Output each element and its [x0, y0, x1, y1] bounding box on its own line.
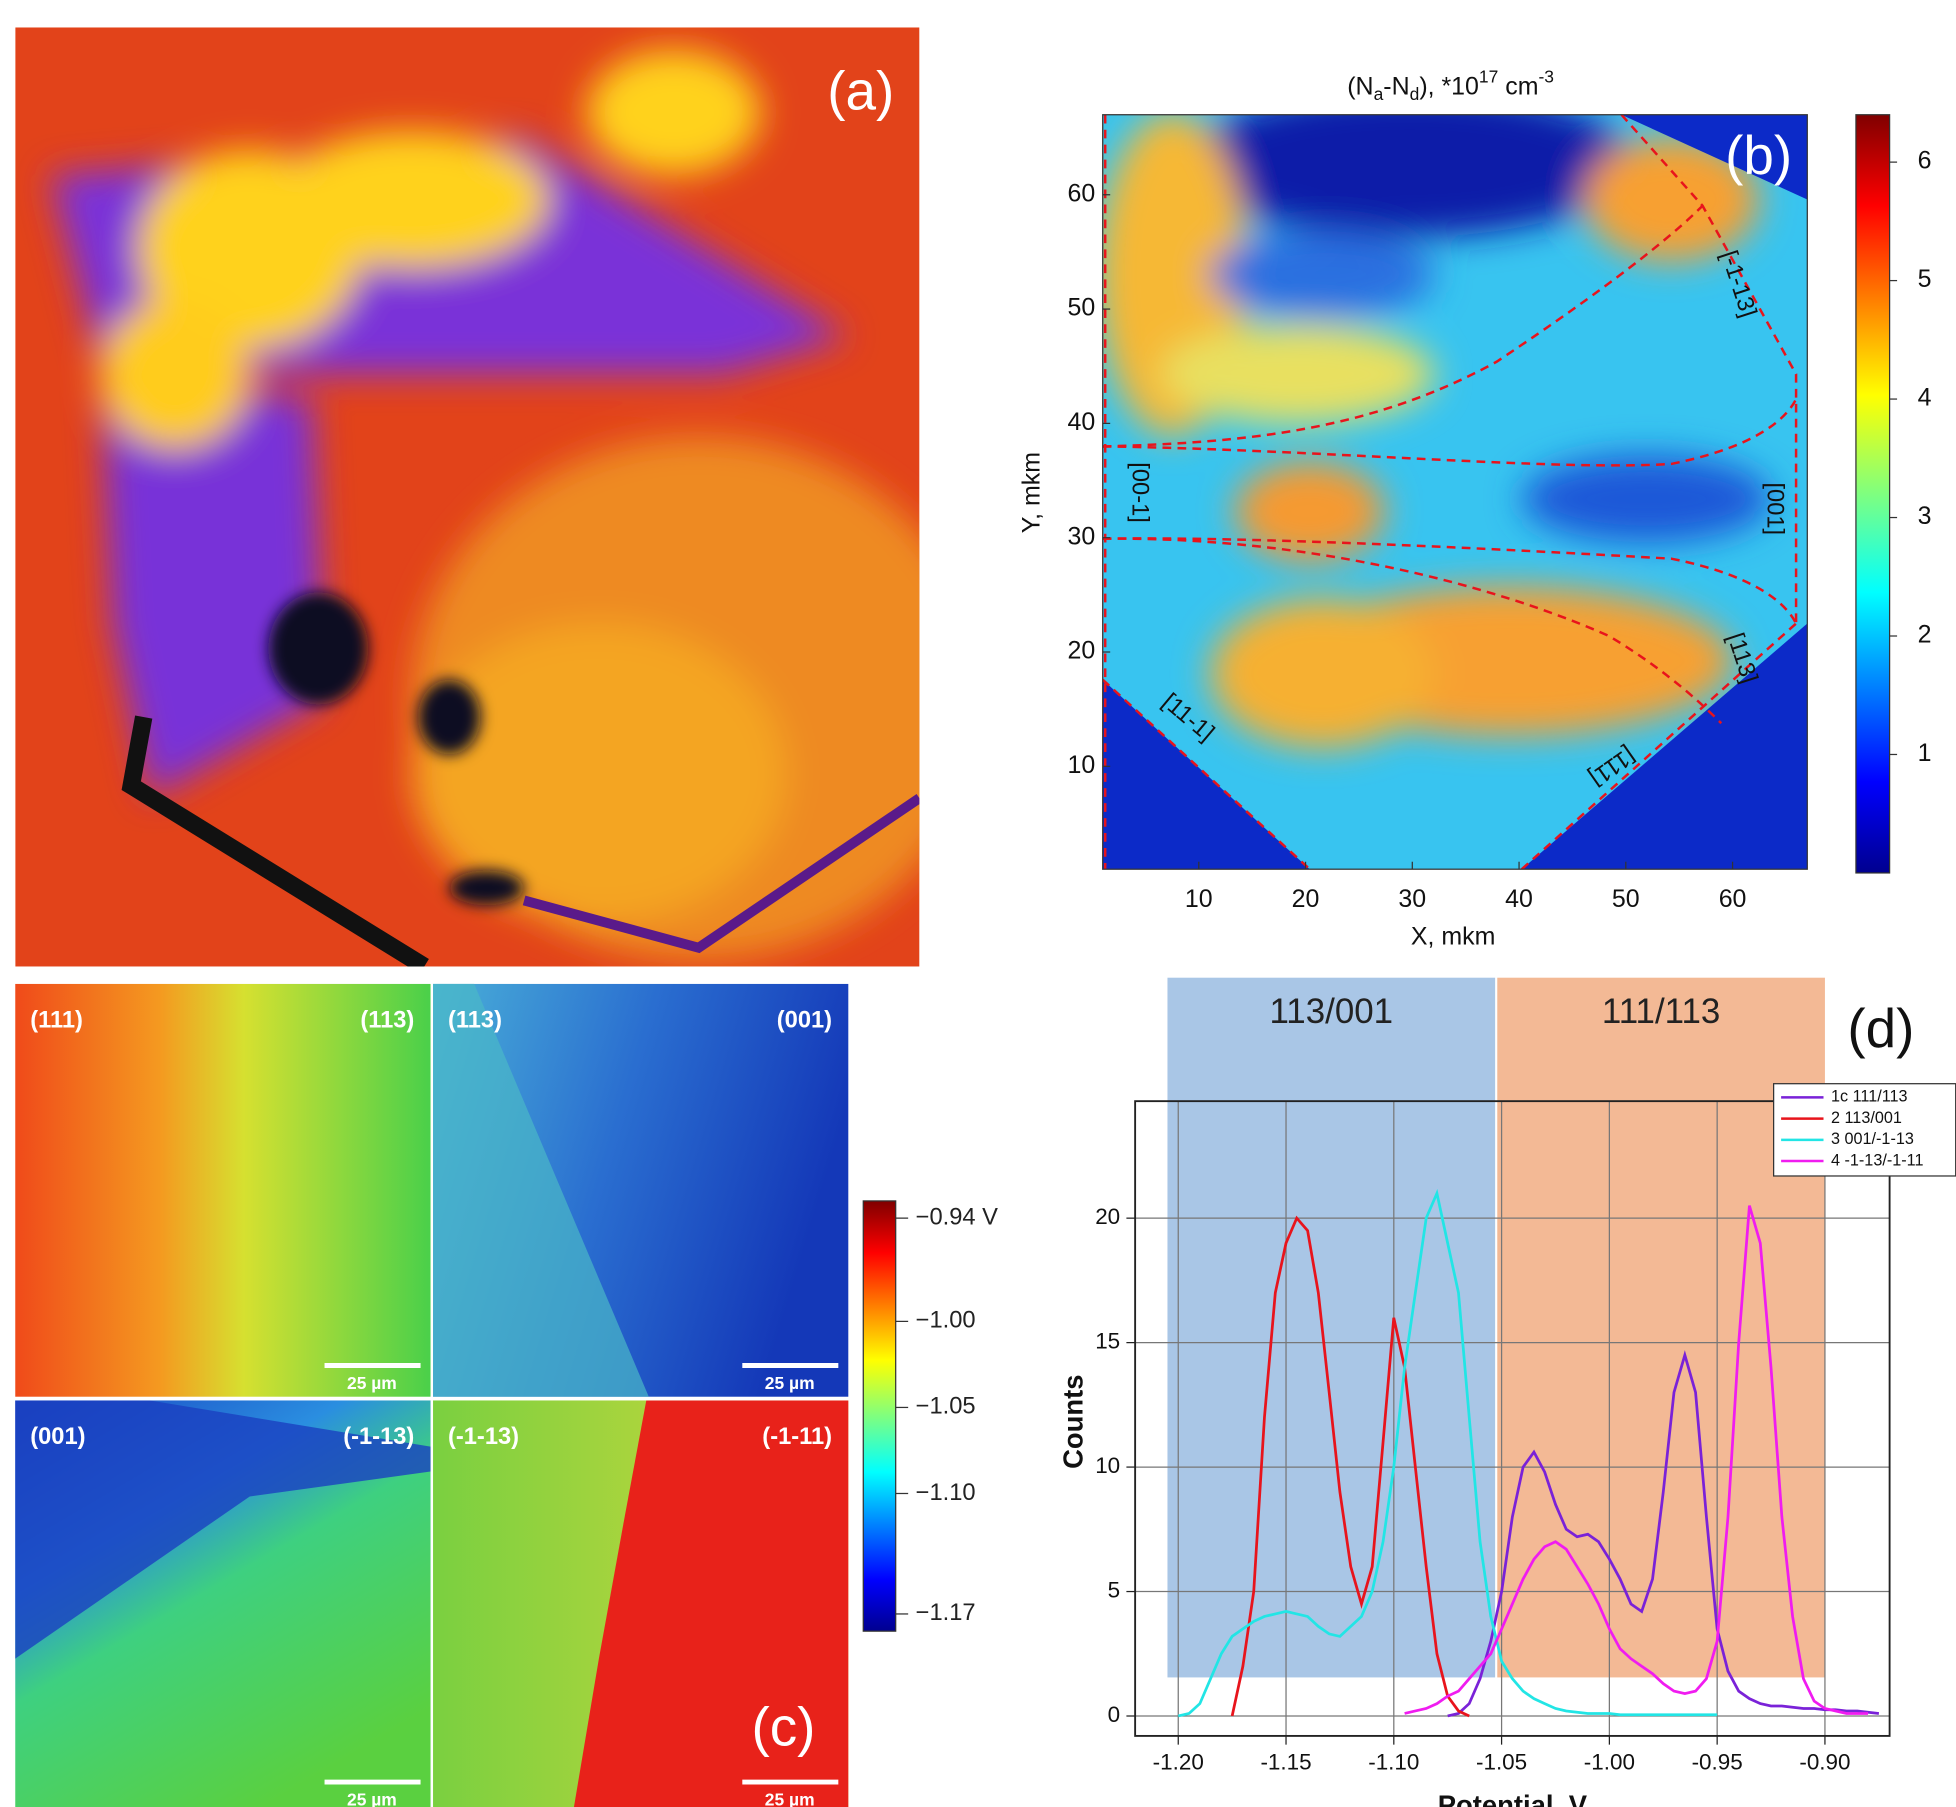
y-tick-label: 20: [1095, 1204, 1120, 1229]
title-part: a: [1374, 83, 1384, 103]
title-part: (N: [1347, 72, 1373, 100]
colorbar-tick-label: −1.05: [916, 1394, 976, 1420]
panel-label: (b): [1725, 124, 1792, 186]
facet-label: (001): [777, 1008, 832, 1034]
title-part: -3: [1539, 66, 1555, 86]
series-line: [1177, 1188, 1718, 1718]
legend-label: 2 113/001: [1831, 1109, 1902, 1127]
facet-label: (001): [30, 1424, 85, 1450]
x-tick-label: 30: [1398, 885, 1426, 913]
facet-label: (-1-11): [762, 1424, 832, 1450]
series-line: [1447, 1350, 1880, 1718]
series-line: [1404, 1205, 1869, 1715]
colorbar-tick-label: 5: [1918, 265, 1932, 293]
x-tick-label: 50: [1612, 885, 1640, 913]
facet-label: (113): [360, 1008, 414, 1034]
colorbar-tick-label: 2: [1918, 621, 1932, 649]
facet-label: (111): [30, 1008, 83, 1034]
doping-map: [1102, 114, 1808, 870]
crystal-direction: [001]: [1761, 482, 1787, 535]
y-tick-label: 40: [1067, 408, 1095, 436]
y-tick-label: 15: [1095, 1329, 1120, 1354]
colorbar-tick-label: 6: [1918, 147, 1932, 175]
crystal-direction: [00-1]: [1127, 462, 1153, 523]
y-axis-label: Y, mkm: [1017, 452, 1045, 533]
region-label: 111/113: [1602, 992, 1720, 1031]
chart-title: (Na-Nd), *1017 cm-3: [1347, 66, 1554, 103]
facet-label: (-1-13): [448, 1424, 519, 1450]
y-tick-label: 5: [1108, 1577, 1120, 1602]
scale-bar-label: 25 µm: [765, 1789, 815, 1807]
y-tick-label: 10: [1067, 751, 1095, 779]
legend-label: 1c 111/113: [1831, 1088, 1908, 1106]
x-tick-label: -0.95: [1692, 1749, 1743, 1774]
x-tick-label: -0.90: [1799, 1749, 1850, 1774]
y-tick-label: 50: [1067, 294, 1095, 322]
region: [1167, 977, 1496, 1678]
plot-frame: [1134, 1100, 1891, 1737]
x-tick-label: -1.05: [1476, 1749, 1527, 1774]
x-tick-label: 40: [1505, 885, 1533, 913]
legend-label: 3 001/-1-13: [1831, 1130, 1914, 1148]
x-axis-label: X, mkm: [1411, 922, 1496, 950]
colorbar-tick-label: −1.17: [916, 1600, 976, 1626]
micrograph: [15, 27, 920, 967]
title-part: ), *10: [1419, 72, 1479, 100]
region-label: 113/001: [1269, 992, 1393, 1031]
title-part: 17: [1479, 66, 1498, 86]
facet-label: (-1-13): [343, 1424, 414, 1450]
colorbar-tick-label: −1.00: [916, 1308, 976, 1334]
y-tick-label: 20: [1067, 637, 1095, 665]
colorbar: [862, 1200, 897, 1632]
colorbar-tick-label: 1: [1918, 739, 1932, 767]
x-tick-label: -1.00: [1584, 1749, 1635, 1774]
x-tick-label: -1.10: [1368, 1749, 1419, 1774]
scale-bar-label: 25 µm: [347, 1789, 397, 1807]
y-tick-label: 30: [1067, 522, 1095, 550]
colorbar-tick-label: −0.94 V: [916, 1204, 999, 1230]
kpfm-maps: [15, 983, 849, 1807]
panel-label: (a): [827, 59, 894, 121]
scale-bar-label: 25 µm: [347, 1373, 397, 1393]
plot-frame: [1102, 114, 1808, 870]
colorbar-tick-label: 3: [1918, 502, 1932, 530]
x-tick-label: 10: [1185, 885, 1213, 913]
y-tick-label: 10: [1095, 1453, 1120, 1478]
x-tick-label: 60: [1719, 885, 1747, 913]
title-part: cm: [1498, 72, 1538, 100]
title-part: -N: [1383, 72, 1409, 100]
series-line: [1230, 1215, 1470, 1718]
y-tick-label: 0: [1108, 1702, 1120, 1727]
region: [1497, 977, 1825, 1678]
facet-label: (113): [448, 1008, 502, 1034]
y-tick-label: 60: [1067, 179, 1095, 207]
colorbar-tick-label: −1.10: [916, 1480, 976, 1506]
legend-label: 4 -1-13/-1-11: [1831, 1151, 1923, 1169]
x-axis-label: Potential, V: [1438, 1789, 1588, 1807]
y-axis-label: Counts: [1058, 1374, 1089, 1468]
panel-label: (c): [751, 1695, 815, 1757]
title-part: d: [1410, 83, 1420, 103]
x-tick-label: -1.15: [1260, 1749, 1311, 1774]
colorbar: [1855, 114, 1891, 874]
legend: 1c 111/113 2 113/001 3 001/-1-13 4 -1-13/-1…: [1773, 1083, 1956, 1177]
colorbar-tick-label: 4: [1918, 384, 1932, 412]
scale-bar-label: 25 µm: [765, 1373, 815, 1393]
panel-label: (d): [1847, 997, 1914, 1059]
x-tick-label: -1.20: [1153, 1749, 1204, 1774]
x-tick-label: 20: [1292, 885, 1320, 913]
